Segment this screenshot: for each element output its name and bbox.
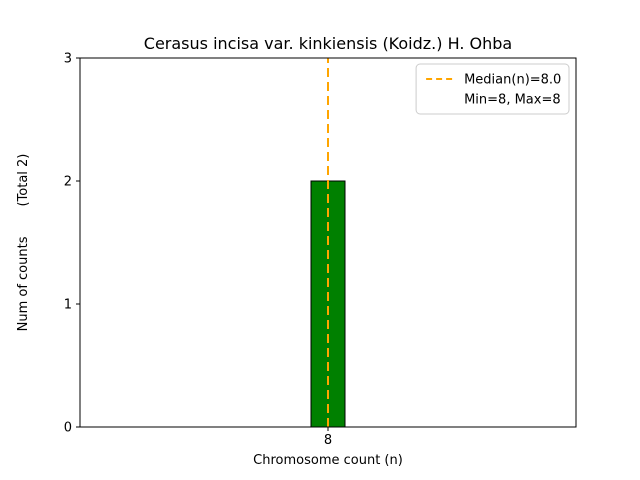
legend-label: Min=8, Max=8 (464, 93, 561, 108)
x-tick-label: 8 (324, 433, 332, 448)
y-axis-label-main: Num of counts (16, 236, 31, 331)
axes-frame (79, 57, 577, 428)
legend-box (415, 63, 570, 115)
y-axis-label: Num of counts (Total 2) (16, 154, 31, 332)
legend-label: Median(n)=8.0 (464, 73, 561, 88)
y-tick-label: 3 (64, 52, 72, 67)
y-axis-label-total: (Total 2) (16, 154, 31, 207)
y-tick-label: 1 (64, 298, 72, 313)
y-tick-label: 0 (64, 421, 72, 436)
chart-title: Cerasus incisa var. kinkiensis (Koidz.) … (144, 34, 512, 53)
x-axis-label: Chromosome count (n) (253, 453, 403, 468)
y-tick-label: 2 (64, 175, 72, 190)
